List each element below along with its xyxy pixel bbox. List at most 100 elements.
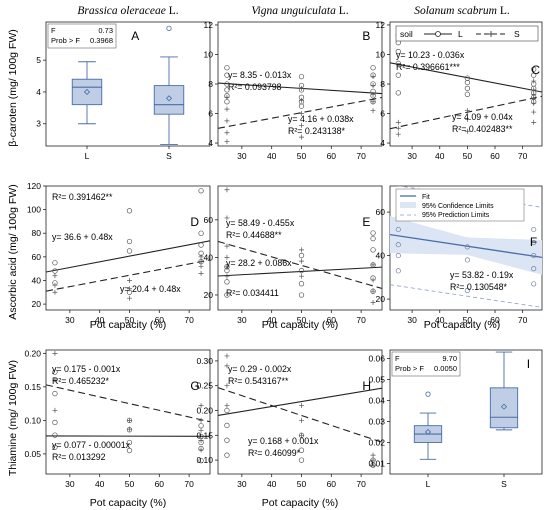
data-point-plus [224, 264, 230, 270]
panel-g-ytick-label: 0.10 [24, 415, 41, 425]
data-point-plus [298, 247, 304, 253]
box-outlier [425, 391, 431, 397]
panel-e-annotation: y= 28.2 + 0.086x [226, 258, 292, 268]
data-point-circle [370, 235, 376, 242]
data-point-plus [370, 462, 376, 468]
box-mean-s [500, 403, 508, 410]
panel-d-xtick-label: 40 [95, 315, 105, 325]
panel-b-data [218, 65, 382, 145]
data-point-plus [395, 125, 401, 131]
panel-g-xtick-label: 70 [184, 479, 194, 489]
panel-h-xtick-label: 40 [267, 479, 277, 489]
panel-i-ytick-label: 0.04 [368, 395, 385, 405]
panel-c-ytick-label: 10 [376, 49, 386, 59]
data-point-plus [224, 130, 230, 136]
panel-f-legend-band-swatch [400, 202, 416, 208]
data-point-plus [126, 277, 132, 283]
panel-c-annotation: R²= 0.396661*** [396, 62, 460, 72]
data-point-circle [126, 447, 133, 454]
fit-line-s [218, 387, 382, 443]
data-point-plus [298, 432, 304, 438]
data-point-plus [298, 403, 304, 409]
panel-c-legend-label-l: L [458, 29, 463, 39]
xlabel-panel-g: Pot capacity (%) [90, 497, 166, 509]
data-point-circle [395, 242, 401, 248]
panel-f-annotation: y= 53.82 - 0.19x [450, 270, 514, 280]
data-point-plus [370, 108, 376, 114]
data-point-circle [464, 79, 471, 86]
panel-d: 20 40 60 80 100 120 30 40 50 60 70 R²= 0.391462** y=… [27, 181, 211, 325]
data-point-plus [224, 139, 230, 145]
data-point-plus [126, 286, 132, 292]
data-point-plus [395, 131, 401, 137]
box-mean-s [165, 95, 173, 102]
data-point-circle [198, 242, 204, 248]
data-point-circle [370, 230, 376, 236]
panel-f: 20 40 60 30 40 50 60 70 y= 53.82 - 0.19x R²= 0.13… [376, 185, 543, 325]
data-point-circle [370, 247, 376, 253]
panel-b-ytick-label: 6 [208, 109, 213, 119]
panel-e-annotation: R²= 0.44688** [226, 230, 282, 240]
data-point-plus [531, 91, 537, 97]
data-point-plus [198, 437, 204, 443]
panel-b: 4 6 8 10 12 30 40 50 60 70 y= 8.35 - 0.013x R²= 0.0… [204, 20, 383, 161]
data-point-circle [395, 268, 401, 274]
panel-i-stats-f-label: F [395, 354, 400, 363]
panel-b-xtick-label: 60 [327, 151, 337, 161]
data-point-circle [298, 457, 305, 463]
panel-d-ytick-label: 20 [32, 299, 42, 309]
data-point-circle [531, 253, 537, 259]
panel-c-annotation: y= 4.09 + 0.04x [452, 112, 513, 122]
panel-e-annotation: R²= 0.034411 [226, 288, 279, 298]
data-point-circle [464, 244, 470, 250]
data-point-circle [298, 292, 305, 298]
panel-i-ytick-label: 0.02 [368, 437, 385, 447]
data-point-plus [224, 403, 230, 409]
data-point-circle [126, 248, 133, 254]
panel-c: 4 6 8 10 12 30 40 50 60 70 y= 10.23 - 0.036x R²= 0.… [376, 20, 543, 161]
data-point-plus [126, 417, 132, 423]
panel-g-xtick-label: 30 [65, 479, 75, 489]
panel-h-letter: H [362, 379, 371, 393]
panel-c-legend-box [395, 25, 539, 42]
panel-a-xtick-label: L [85, 151, 90, 161]
panel-a-stats-f-label: F [51, 26, 56, 35]
fit-line-s [390, 95, 542, 130]
data-point-plus [298, 85, 304, 91]
data-point-plus [298, 134, 304, 140]
panel-g-data [46, 350, 210, 464]
panel-g-ytick-label: 0.05 [24, 449, 41, 459]
data-point-circle [395, 253, 401, 259]
panel-d-letter: D [190, 215, 199, 229]
panel-h-xtick-label: 60 [327, 479, 337, 489]
panel-f-legend-ci: 95% Confidence Limits [422, 203, 494, 210]
panel-i-xtick-label: S [501, 479, 507, 489]
panel-g-annotation: y= 0.077 - 0.00001x [52, 440, 131, 450]
panel-b-xtick-label: 40 [267, 151, 277, 161]
data-point-circle [298, 252, 305, 259]
panel-d-xtick-label: 70 [184, 315, 194, 325]
panel-e-ytick-label: 40 [204, 252, 214, 262]
panel-g-xtick-label: 40 [95, 479, 105, 489]
panel-g-annotation: y= 0.175 - 0.001x [52, 364, 121, 374]
panel-e-xtick-label: 60 [327, 315, 337, 325]
data-point-plus [370, 91, 376, 97]
data-point-plus [531, 78, 537, 84]
panel-c-xtick-label: 30 [407, 151, 417, 161]
data-point-circle [224, 407, 230, 414]
data-point-circle [298, 73, 305, 80]
data-point-plus [224, 106, 230, 112]
panel-d-ytick-label: 120 [27, 181, 41, 191]
panel-i-xtick-label: L [426, 479, 431, 489]
panel-g-ytick-label: 0.15 [24, 382, 41, 392]
panel-i-ytick-label: 0.03 [368, 416, 385, 426]
panel-b-ytick-label: 8 [208, 79, 213, 89]
data-point-plus [531, 100, 537, 106]
panel-h-ytick-label: 0.30 [196, 356, 213, 366]
panel-i-ytick-label: 0.06 [368, 353, 385, 363]
data-point-circle [464, 85, 471, 92]
data-point-circle [224, 292, 230, 298]
data-point-circle [52, 260, 58, 266]
data-point-circle [198, 423, 204, 429]
panel-g-annotation: R²= 0.465232* [52, 376, 110, 386]
